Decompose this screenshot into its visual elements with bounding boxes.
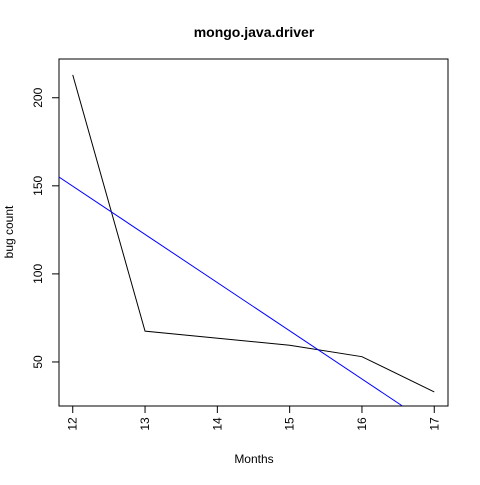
y-tick-label: 200 <box>31 87 45 107</box>
series-layer <box>59 74 435 406</box>
chart-title: mongo.java.driver <box>194 24 315 40</box>
x-tick-label: 14 <box>210 417 224 431</box>
y-tick-label: 50 <box>31 355 45 369</box>
y-tick-label: 100 <box>31 264 45 284</box>
y-tick-label: 150 <box>31 175 45 195</box>
x-tick-label: 13 <box>138 417 152 431</box>
series-line-bug-count <box>72 74 435 393</box>
x-tick-label: 16 <box>355 417 369 431</box>
x-tick-label: 15 <box>283 417 297 431</box>
x-tick-label: 17 <box>427 417 441 431</box>
y-axis-label: bug count <box>2 205 16 258</box>
x-tick-label: 12 <box>66 417 80 431</box>
series-line-fit <box>59 176 403 406</box>
x-axis: 12 13 14 15 16 17 <box>66 405 441 431</box>
y-axis: 50 100 150 200 <box>31 87 60 369</box>
x-axis-label: Months <box>234 452 273 466</box>
